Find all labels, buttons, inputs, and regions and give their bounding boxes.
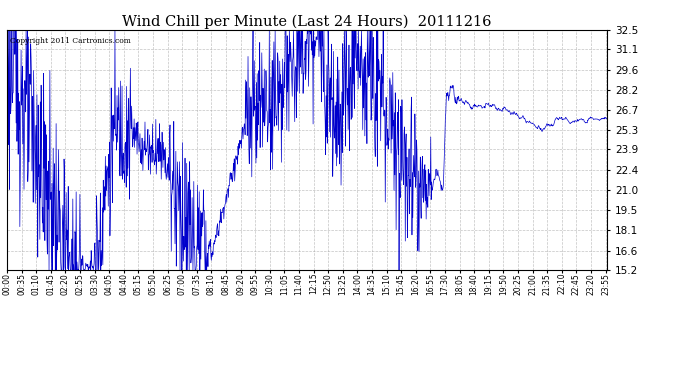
Title: Wind Chill per Minute (Last 24 Hours)  20111216: Wind Chill per Minute (Last 24 Hours) 20… <box>122 15 492 29</box>
Text: Copyright 2011 Cartronics.com: Copyright 2011 Cartronics.com <box>10 37 131 45</box>
